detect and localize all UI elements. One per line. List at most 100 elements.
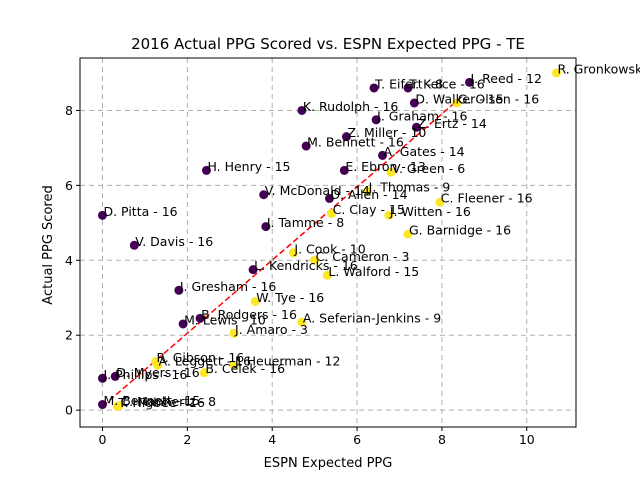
data-point bbox=[178, 319, 188, 329]
point-label: G. Olsen - 16 bbox=[458, 91, 539, 106]
data-point bbox=[153, 360, 163, 370]
data-point bbox=[452, 98, 462, 108]
data-point bbox=[110, 371, 120, 381]
data-point bbox=[403, 83, 413, 93]
data-point bbox=[341, 132, 351, 142]
data-point bbox=[97, 373, 107, 383]
point-label: Z. Miller - 10 bbox=[347, 125, 426, 140]
data-point bbox=[386, 167, 396, 177]
point-label: J. Gresham - 16 bbox=[179, 279, 277, 294]
x-axis-title: ESPN Expected PPG bbox=[264, 456, 393, 471]
point-label: D. Pitta - 16 bbox=[103, 204, 177, 219]
data-point bbox=[369, 83, 379, 93]
point-label: J. Thomas - 9 bbox=[368, 179, 451, 194]
point-labels: R. Gronkowski - 8 J. Reed - 12 T. Eifert -… bbox=[102, 61, 640, 409]
y-tick-label: 2 bbox=[65, 328, 73, 343]
x-tick-label: 6 bbox=[353, 432, 361, 447]
point-label: J. Cook - 10 bbox=[293, 241, 365, 256]
point-label: C. Fleener - 16 bbox=[441, 191, 533, 206]
data-point bbox=[174, 285, 184, 295]
data-point bbox=[259, 190, 269, 200]
point-label: V. Davis - 16 bbox=[135, 234, 213, 249]
x-tick-label: 4 bbox=[268, 432, 276, 447]
point-label: R. Gibson - 16 bbox=[157, 350, 245, 365]
point-label: T. Higbee - 16 bbox=[117, 395, 205, 410]
point-label: J. Graham - 16 bbox=[376, 108, 467, 123]
x-tick-label: 8 bbox=[438, 432, 446, 447]
data-point bbox=[327, 208, 337, 218]
point-label: M. Lewis - 10 bbox=[184, 312, 266, 327]
point-label: E. Ebron - 13 bbox=[345, 159, 425, 174]
y-axis-title: Actual PPG Scored bbox=[41, 185, 56, 304]
data-point bbox=[384, 210, 394, 220]
point-label: C. Cameron - 3 bbox=[316, 249, 410, 264]
point-label: J. Witten - 16 bbox=[389, 204, 471, 219]
point-label: A. Leggett - 16 bbox=[159, 354, 251, 369]
data-point bbox=[229, 328, 239, 338]
point-label: L. Kendricks - 16 bbox=[254, 258, 358, 273]
point-label: D. Allen - 14 bbox=[330, 187, 407, 202]
data-point bbox=[261, 222, 271, 232]
trend-line-group bbox=[101, 98, 460, 407]
data-point bbox=[199, 368, 209, 378]
data-point bbox=[297, 317, 307, 327]
x-tick-label: 2 bbox=[183, 432, 191, 447]
point-label: D. Myers - 16 bbox=[116, 365, 200, 380]
data-point bbox=[297, 105, 307, 115]
x-tick-label: 0 bbox=[99, 432, 107, 447]
x-tick-label: 10 bbox=[519, 432, 535, 447]
data-point bbox=[201, 165, 211, 175]
point-label: B. Rodgers - 16 bbox=[201, 307, 297, 322]
point-label: C. Manhertz - 8 bbox=[120, 394, 216, 409]
point-label: J. Amaro - 3 bbox=[234, 322, 308, 337]
data-point bbox=[465, 77, 475, 87]
point-label: J. Tamme - 8 bbox=[266, 215, 344, 230]
point-label: Z. Ertz - 14 bbox=[417, 116, 486, 131]
data-point bbox=[195, 313, 205, 323]
data-point bbox=[310, 255, 320, 265]
data-point bbox=[435, 197, 445, 207]
chart-title: 2016 Actual PPG Scored vs. ESPN Expected… bbox=[131, 35, 525, 53]
y-tick-label: 4 bbox=[65, 253, 73, 268]
y-tick-label: 6 bbox=[65, 178, 73, 193]
data-point bbox=[129, 240, 139, 250]
data-point bbox=[378, 150, 388, 160]
data-point bbox=[371, 115, 381, 125]
point-label: C. Clay - 15 bbox=[333, 202, 405, 217]
point-label: A. Seferian-Jenkins - 9 bbox=[303, 311, 441, 326]
axis-ticks: 0 2 4 6 8 10 0 2 4 6 8 bbox=[65, 103, 535, 447]
data-point bbox=[411, 122, 421, 132]
data-point bbox=[229, 360, 239, 370]
point-label: J. Heuerman - 12 bbox=[234, 354, 340, 369]
y-tick-label: 8 bbox=[65, 103, 73, 118]
data-point bbox=[409, 98, 419, 108]
data-point bbox=[339, 165, 349, 175]
data-point bbox=[301, 141, 311, 151]
data-point bbox=[288, 248, 298, 258]
data-point bbox=[97, 210, 107, 220]
point-label: T. Eifert - 8 bbox=[374, 76, 443, 91]
grid bbox=[80, 58, 576, 427]
trend-line bbox=[101, 98, 460, 407]
point-label: A. Gates - 14 bbox=[384, 144, 465, 159]
point-label: V. Green - 6 bbox=[392, 161, 465, 176]
point-label: T. Kelce - 16 bbox=[408, 76, 485, 91]
point-label: R. Gronkowski - 8 bbox=[557, 61, 640, 76]
point-label: J. Reed - 12 bbox=[470, 71, 542, 86]
point-label: K. Rudolph - 16 bbox=[303, 99, 399, 114]
point-label: D. Walker - 15 bbox=[415, 91, 503, 106]
data-point bbox=[403, 229, 413, 239]
point-label: H. Henry - 15 bbox=[207, 159, 290, 174]
data-point bbox=[114, 401, 124, 411]
data-points bbox=[97, 68, 561, 411]
data-point bbox=[97, 400, 107, 410]
point-label: G. Barnidge - 16 bbox=[409, 223, 511, 238]
point-label: B. Celek - 16 bbox=[205, 361, 285, 376]
point-label: M. Bennett - 16 bbox=[307, 135, 404, 150]
data-point bbox=[248, 265, 258, 275]
plot-frame bbox=[79, 57, 577, 428]
data-point bbox=[250, 297, 260, 307]
data-point bbox=[363, 186, 373, 196]
data-point bbox=[324, 193, 334, 203]
